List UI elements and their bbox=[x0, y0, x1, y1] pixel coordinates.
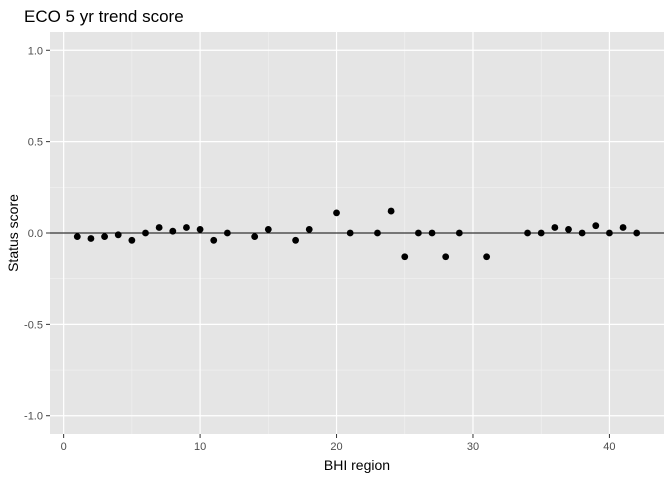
data-point bbox=[415, 229, 422, 237]
data-point bbox=[442, 253, 450, 261]
data-point bbox=[374, 229, 381, 237]
y-tick-label: 0.0 bbox=[28, 228, 43, 240]
data-point bbox=[428, 229, 436, 237]
data-point bbox=[401, 253, 409, 261]
data-point bbox=[305, 225, 313, 233]
data-point bbox=[183, 224, 190, 231]
x-tick-label: 30 bbox=[467, 441, 479, 453]
y-tick-label: 1.0 bbox=[28, 45, 43, 57]
data-point bbox=[578, 229, 586, 237]
data-point bbox=[551, 224, 559, 231]
data-point bbox=[455, 229, 463, 237]
data-point bbox=[210, 236, 218, 244]
y-tick-label: -0.5 bbox=[24, 319, 43, 331]
data-point bbox=[292, 236, 299, 244]
data-point bbox=[196, 225, 204, 233]
x-tick-label: 10 bbox=[194, 441, 206, 453]
data-point bbox=[333, 209, 340, 217]
data-point bbox=[87, 235, 95, 242]
x-tick-label: 20 bbox=[330, 441, 342, 453]
data-point bbox=[565, 225, 572, 233]
data-point bbox=[537, 229, 545, 237]
x-tick-label: 0 bbox=[61, 441, 67, 453]
data-point bbox=[101, 233, 108, 241]
data-point bbox=[592, 222, 600, 230]
x-tick-label: 40 bbox=[603, 441, 615, 453]
data-point bbox=[128, 236, 136, 244]
x-axis-title: BHI region bbox=[324, 457, 390, 473]
data-point bbox=[155, 224, 163, 231]
data-point bbox=[633, 229, 641, 237]
data-point bbox=[251, 233, 259, 241]
data-point bbox=[606, 229, 613, 237]
data-point bbox=[73, 233, 81, 241]
data-point bbox=[223, 229, 231, 237]
x-axis-ticks: 0 10 20 30 40 bbox=[61, 434, 616, 453]
data-point bbox=[483, 253, 491, 261]
data-point bbox=[346, 229, 354, 237]
data-point bbox=[524, 229, 531, 237]
data-point bbox=[619, 224, 627, 231]
data-point bbox=[169, 227, 177, 235]
chart-title: ECO 5 yr trend score bbox=[24, 7, 184, 26]
y-tick-label: 0.5 bbox=[28, 137, 43, 149]
data-points bbox=[73, 207, 641, 261]
data-point bbox=[114, 231, 122, 239]
y-tick-label: -1.0 bbox=[24, 411, 43, 423]
y-axis-ticks: -1.0 -0.5 0.0 0.5 1.0 bbox=[24, 45, 50, 423]
y-axis-title: Status score bbox=[5, 194, 21, 272]
data-point bbox=[387, 207, 395, 215]
data-point bbox=[142, 229, 149, 237]
data-point bbox=[264, 225, 272, 233]
